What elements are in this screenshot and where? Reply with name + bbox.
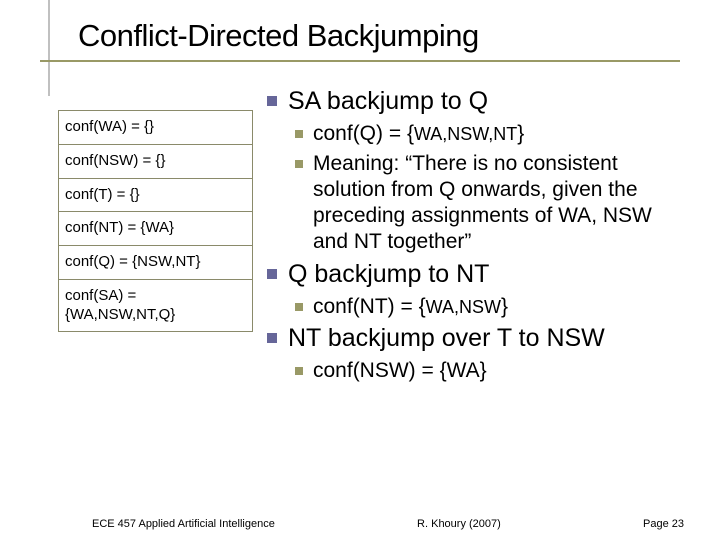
title-vertical-rule — [48, 0, 50, 96]
subbullet-text: Meaning: “There is no consistent solutio… — [313, 151, 692, 256]
square-bullet-icon — [295, 130, 303, 138]
bullet-text: Q backjump to NT — [288, 259, 489, 290]
footer-course: ECE 457 Applied Artificial Intelligence — [92, 518, 275, 530]
subbullet-conf-nsw: conf(NSW) = {WA} — [295, 358, 692, 384]
table-cell: conf(Q) = {NSW,NT} — [59, 246, 253, 280]
bullet-nt-backjump: NT backjump over T to NSW — [267, 323, 692, 354]
table-cell: conf(NT) = {WA} — [59, 212, 253, 246]
slide: Conflict-Directed Backjumping conf(WA) =… — [0, 0, 720, 540]
table-row: conf(NT) = {WA} — [59, 212, 253, 246]
table-row: conf(SA) = {WA,NSW,NT,Q} — [59, 279, 253, 332]
table-row: conf(T) = {} — [59, 178, 253, 212]
table-row: conf(Q) = {NSW,NT} — [59, 246, 253, 280]
slide-title: Conflict-Directed Backjumping — [78, 18, 692, 54]
footer-page: Page 23 — [643, 518, 684, 530]
bullet-content-column: SA backjump to Q conf(Q) = {WA,NSW,NT} M… — [267, 86, 692, 388]
square-bullet-icon — [295, 303, 303, 311]
subbullet-meaning: Meaning: “There is no consistent solutio… — [295, 151, 692, 256]
table-cell: conf(T) = {} — [59, 178, 253, 212]
subbullet-conf-nt: conf(NT) = {WA,NSW} — [295, 294, 692, 320]
square-bullet-icon — [295, 367, 303, 375]
text-fragment: conf(Q) = { — [313, 122, 414, 145]
slide-footer: ECE 457 Applied Artificial Intelligence … — [0, 518, 720, 530]
bullet-text: NT backjump over T to NSW — [288, 323, 605, 354]
subbullet-text: conf(NSW) = {WA} — [313, 358, 487, 384]
square-bullet-icon — [267, 269, 277, 279]
bullet-sa-backjump: SA backjump to Q — [267, 86, 692, 117]
bullet-q-backjump: Q backjump to NT — [267, 259, 692, 290]
table-row: conf(NSW) = {} — [59, 144, 253, 178]
square-bullet-icon — [267, 96, 277, 106]
subbullet-text: conf(NT) = {WA,NSW} — [313, 294, 508, 320]
text-fragment: } — [517, 122, 524, 145]
text-fragment: } — [501, 295, 508, 318]
table-cell: conf(WA) = {} — [59, 111, 253, 145]
title-underline-rule — [40, 60, 680, 62]
conflict-table-column: conf(WA) = {}conf(NSW) = {}conf(T) = {}c… — [58, 110, 253, 388]
square-bullet-icon — [295, 160, 303, 168]
subbullet-text: conf(Q) = {WA,NSW,NT} — [313, 121, 524, 147]
table-cell: conf(SA) = {WA,NSW,NT,Q} — [59, 279, 253, 332]
text-fragment-small: WA,NSW — [426, 297, 501, 317]
subbullet-conf-q: conf(Q) = {WA,NSW,NT} — [295, 121, 692, 147]
text-fragment-small: WA,NSW,NT — [414, 124, 517, 144]
square-bullet-icon — [267, 333, 277, 343]
bullet-text: SA backjump to Q — [288, 86, 488, 117]
table-row: conf(WA) = {} — [59, 111, 253, 145]
footer-author: R. Khoury (2007) — [417, 518, 501, 530]
table-cell: conf(NSW) = {} — [59, 144, 253, 178]
conflict-sets-table: conf(WA) = {}conf(NSW) = {}conf(T) = {}c… — [58, 110, 253, 332]
text-fragment: conf(NT) = { — [313, 295, 426, 318]
slide-body: conf(WA) = {}conf(NSW) = {}conf(T) = {}c… — [58, 86, 692, 388]
